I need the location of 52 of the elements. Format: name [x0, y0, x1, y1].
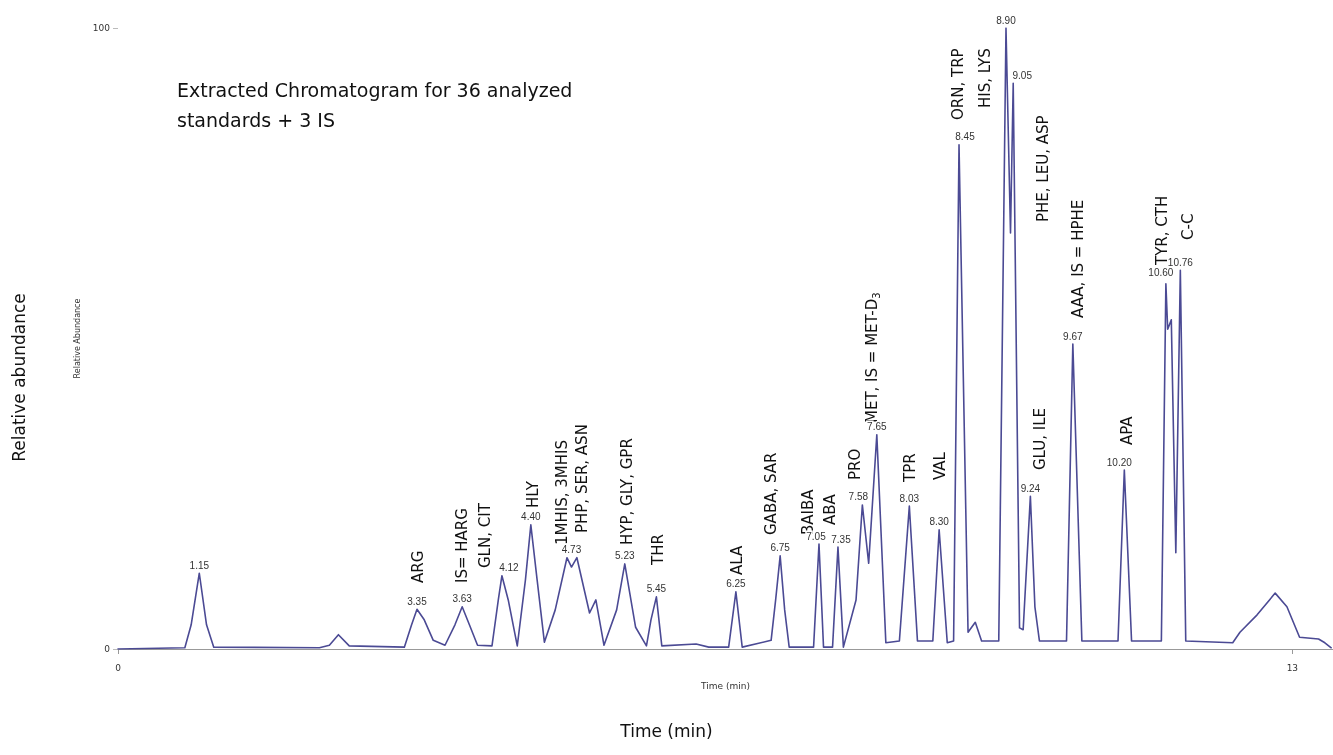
x-axis-title: Time (min) — [700, 680, 750, 691]
annotation: PHP, SER, ASN — [573, 424, 591, 533]
annotation: 1MHIS, 3MHIS — [553, 440, 571, 545]
text: Relative abundance — [8, 293, 29, 462]
annotation: 8.45 — [955, 131, 976, 143]
annotation: ABA — [821, 493, 839, 525]
y-tick-label: 100 — [92, 23, 111, 33]
annotation: MET, IS = MET-D3 — [863, 292, 882, 423]
x-tick-label: 13 — [1286, 662, 1299, 673]
annotation: GABA, SAR — [762, 452, 780, 535]
annotation: 1.15 — [189, 559, 210, 571]
annotation: 4.40 — [521, 511, 541, 523]
annotation: ARG — [409, 550, 427, 583]
annotation: HYP, GLY, GPR — [618, 438, 636, 545]
annotation: 5.45 — [646, 583, 667, 595]
annotation: GLN, CIT — [476, 502, 494, 568]
annotation: 7.58 — [848, 491, 869, 503]
annotation: 5.23 — [615, 550, 635, 562]
annotation: PRO — [846, 448, 864, 480]
annotation: THR — [649, 534, 667, 566]
annotation: ALA — [728, 545, 746, 575]
annotation: HLY — [524, 480, 542, 508]
annotation: APA — [1118, 415, 1136, 445]
annotation: HIS, LYS — [976, 48, 994, 108]
annotation: PHE, LEU, ASP — [1034, 115, 1052, 222]
annotation: 4.12 — [499, 562, 520, 574]
annotation: 8.30 — [929, 516, 950, 528]
annotation: 10.76 — [1167, 256, 1194, 268]
text: Time (min) — [619, 720, 713, 741]
annotation: 9.67 — [1063, 330, 1083, 342]
annotation: ORN, TRP — [949, 48, 967, 120]
annotation: IS= HARG — [453, 508, 471, 583]
annotation: 4.73 — [561, 544, 582, 556]
annotation: 10.20 — [1106, 456, 1133, 468]
annotation: 3.35 — [407, 595, 428, 607]
annotation: GLU, ILE — [1031, 407, 1049, 470]
annotation: 10.60 — [1148, 267, 1174, 279]
annotation: 8.03 — [899, 492, 920, 504]
annotation: 9.05 — [1012, 69, 1033, 81]
annotation: VAL — [931, 451, 949, 480]
annotation: 6.25 — [726, 578, 747, 590]
annotation: 6.75 — [770, 542, 791, 554]
annotation: 8.90 — [996, 14, 1017, 26]
annotation: TPR — [901, 453, 919, 483]
annotation: 7.35 — [831, 533, 852, 545]
annotation: 3.63 — [452, 593, 473, 605]
y-axis-title: Relative Abundance — [73, 298, 83, 379]
annotation: 9.24 — [1020, 482, 1041, 494]
annotation: C-C — [1179, 213, 1197, 240]
annotation: AAA, IS = HPHE — [1069, 199, 1087, 318]
text: Extracted Chromatogram for 36 analyzed standards + 3 IS — [177, 79, 579, 131]
annotation: 7.65 — [867, 421, 887, 433]
